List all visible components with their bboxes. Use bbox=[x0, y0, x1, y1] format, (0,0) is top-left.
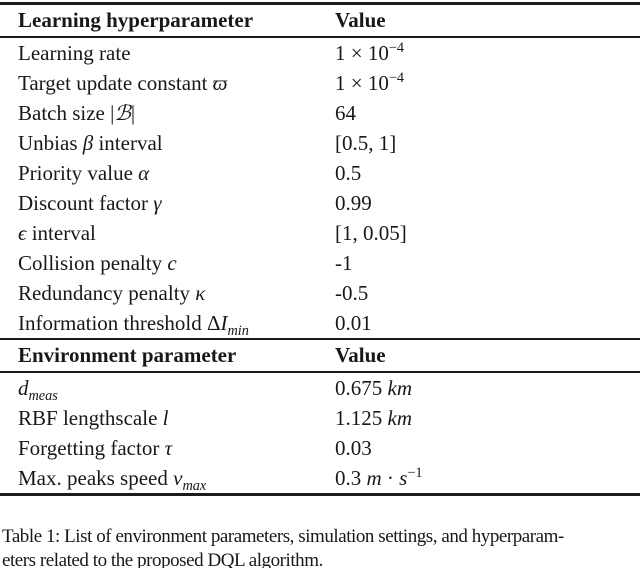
param-cell: Forgetting factor τ bbox=[18, 436, 173, 460]
table-row: dmeas 0.675 km bbox=[0, 373, 640, 403]
param-cell: Redundancy penalty κ bbox=[18, 281, 206, 305]
value-cell: [0.5, 1] bbox=[335, 131, 397, 155]
table-row: Max. peaks speed vmax 0.3 m · s−1 bbox=[0, 463, 640, 493]
learning-table-body: Learning rate 1 × 10−4 Target update const… bbox=[0, 38, 640, 338]
param-cell: Priority value α bbox=[18, 161, 150, 185]
value-cell: 0.99 bbox=[335, 191, 372, 215]
table-row: Priority value α 0.5 bbox=[0, 158, 640, 188]
value-cell: 0.3 m · s−1 bbox=[335, 465, 423, 490]
table-row: Forgetting factor τ 0.03 bbox=[0, 433, 640, 463]
param-cell: Learning rate bbox=[18, 41, 131, 65]
environment-table-body: dmeas 0.675 km RBF lengthscale l 1.125 km Fo… bbox=[0, 373, 640, 493]
value-cell: [1, 0.05] bbox=[335, 221, 407, 245]
value-cell: 0.5 bbox=[335, 161, 362, 185]
value-cell: 1.125 km bbox=[335, 406, 412, 430]
table-row: Unbias β interval [0.5, 1] bbox=[0, 128, 640, 158]
param-cell: Discount factor γ bbox=[18, 191, 162, 215]
table-row: Batch size |ℬ| 64 bbox=[0, 98, 640, 128]
environment-value-header-label: Value bbox=[335, 343, 386, 367]
param-cell: RBF lengthscale l bbox=[18, 406, 169, 430]
caption-line-1: Table 1: List of environment parameters,… bbox=[2, 526, 564, 547]
table-row: RBF lengthscale l 1.125 km bbox=[0, 403, 640, 433]
value-cell: 1 × 10−4 bbox=[335, 70, 405, 95]
environment-header-row: Environment parameter Value bbox=[0, 338, 640, 373]
param-cell: Unbias β interval bbox=[18, 131, 163, 155]
learning-value-header-label: Value bbox=[335, 8, 386, 32]
table-row: Redundancy penalty κ -0.5 bbox=[0, 278, 640, 308]
param-cell: ϵ interval bbox=[18, 221, 96, 245]
value-cell: -0.5 bbox=[335, 281, 369, 305]
table-caption: Table 1: List of environment parameters,… bbox=[2, 525, 640, 568]
param-cell: Batch size |ℬ| bbox=[18, 101, 136, 125]
param-cell: Collision penalty c bbox=[18, 251, 177, 275]
learning-header-label: Learning hyperparameter bbox=[18, 8, 254, 32]
table-row: Collision penalty c -1 bbox=[0, 248, 640, 278]
param-cell: Max. peaks speed vmax bbox=[18, 466, 207, 495]
value-cell: 1 × 10−4 bbox=[335, 40, 405, 65]
environment-header-label: Environment parameter bbox=[18, 343, 237, 367]
learning-header-row: Learning hyperparameter Value bbox=[0, 5, 640, 38]
value-cell: 0.01 bbox=[335, 311, 372, 335]
table-row: Target update constant ϖ 1 × 10−4 bbox=[0, 68, 640, 98]
table-row: Discount factor γ 0.99 bbox=[0, 188, 640, 218]
param-cell: Target update constant ϖ bbox=[18, 71, 228, 95]
value-cell: -1 bbox=[335, 251, 353, 275]
value-cell: 0.03 bbox=[335, 436, 372, 460]
value-cell: 0.675 km bbox=[335, 376, 412, 400]
table-row: ϵ interval [1, 0.05] bbox=[0, 218, 640, 248]
table-row: Information threshold ΔImin 0.01 bbox=[0, 308, 640, 338]
param-cell: dmeas bbox=[18, 376, 58, 405]
param-cell: Information threshold ΔImin bbox=[18, 311, 249, 340]
caption-line-2: eters related to the proposed DQL algori… bbox=[2, 550, 323, 568]
value-cell: 64 bbox=[335, 101, 356, 125]
table-row: Learning rate 1 × 10−4 bbox=[0, 38, 640, 68]
parameters-table: Learning hyperparameter Value Learning r… bbox=[0, 2, 640, 496]
